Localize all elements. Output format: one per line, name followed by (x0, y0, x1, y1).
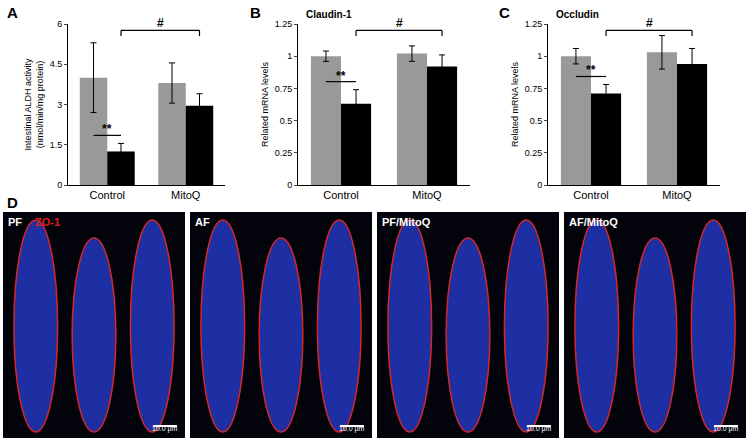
svg-text:D: D (7, 194, 18, 211)
svg-text:C: C (499, 4, 510, 21)
svg-text:B: B (250, 4, 261, 21)
svg-text:1: 1 (287, 51, 292, 61)
svg-text:#: # (157, 16, 164, 30)
svg-text:Related mRNA levels: Related mRNA levels (510, 61, 520, 147)
svg-text:PF: PF (8, 216, 22, 228)
svg-text:**: ** (336, 69, 346, 83)
svg-text:Control: Control (90, 189, 125, 201)
svg-text:#: # (396, 16, 403, 30)
svg-text:0.75: 0.75 (275, 84, 293, 94)
svg-text:A: A (7, 4, 18, 21)
svg-text:4.5: 4.5 (50, 59, 63, 69)
svg-text:Intestinal ALDH activity(nmol/: Intestinal ALDH activity(nmol/min/mg pro… (23, 58, 45, 151)
svg-text:10.0 μm: 10.0 μm (713, 425, 739, 433)
svg-text:**: ** (586, 63, 596, 77)
svg-text:0: 0 (537, 180, 542, 190)
svg-text:MitoQ: MitoQ (412, 189, 442, 201)
svg-text:0: 0 (287, 180, 292, 190)
svg-text:Occludin: Occludin (556, 9, 599, 20)
svg-text:#: # (646, 16, 653, 30)
svg-text:0.25: 0.25 (275, 148, 293, 158)
svg-text:**: ** (102, 122, 112, 136)
svg-text:1: 1 (537, 51, 542, 61)
svg-text:3: 3 (57, 100, 62, 110)
svg-text:0.5: 0.5 (280, 116, 293, 126)
svg-text:10.0 μm: 10.0 μm (152, 425, 178, 433)
svg-text:Claudin-1: Claudin-1 (306, 9, 352, 20)
svg-text:PF/MitoQ: PF/MitoQ (382, 216, 431, 228)
svg-text:1.25: 1.25 (525, 19, 543, 29)
svg-text:0.75: 0.75 (525, 84, 543, 94)
svg-text:10.0 μm: 10.0 μm (526, 425, 552, 433)
svg-text:0.25: 0.25 (525, 148, 543, 158)
svg-text:0: 0 (57, 180, 62, 190)
svg-text:0.5: 0.5 (530, 116, 543, 126)
svg-text:Control: Control (323, 189, 358, 201)
svg-text:ZO-1: ZO-1 (35, 216, 60, 228)
svg-text:AF: AF (195, 216, 210, 228)
svg-text:1.5: 1.5 (50, 140, 63, 150)
svg-text:10.0 μm: 10.0 μm (339, 425, 365, 433)
svg-text:MitoQ: MitoQ (171, 189, 201, 201)
svg-text:Control: Control (573, 189, 608, 201)
svg-text:AF/MitoQ: AF/MitoQ (569, 216, 618, 228)
svg-text:Related mRNA levels: Related mRNA levels (260, 61, 270, 147)
svg-text:6: 6 (57, 19, 62, 29)
svg-text:1.25: 1.25 (275, 19, 293, 29)
svg-text:MitoQ: MitoQ (662, 189, 692, 201)
